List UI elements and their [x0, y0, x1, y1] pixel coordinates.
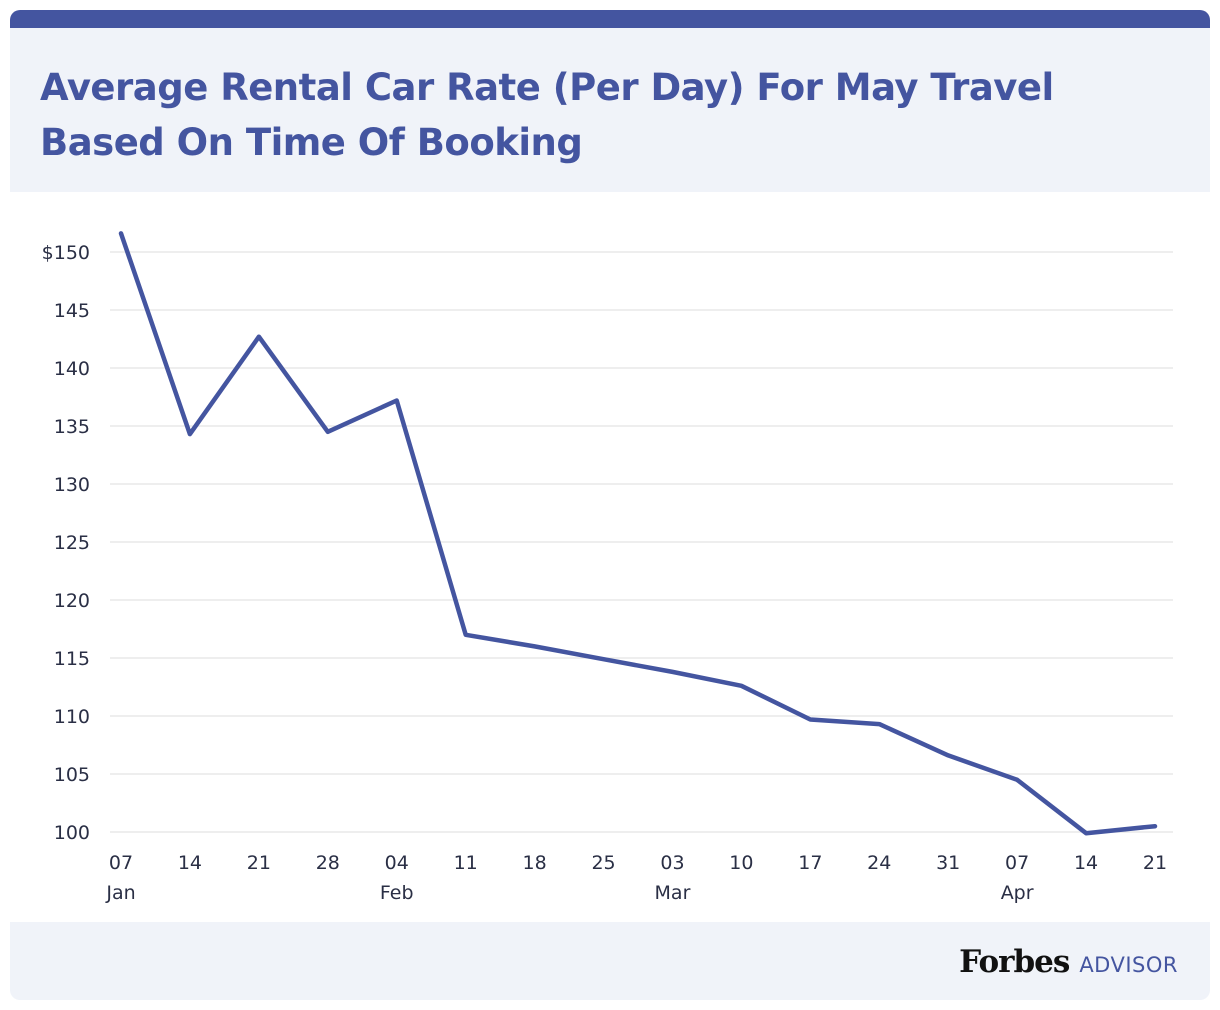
y-axis-ticks: 100 105 110 115 120 125 130 135 140 145 $150	[42, 242, 90, 844]
y-tick-label: 145	[54, 300, 90, 322]
x-tick-label: 25	[591, 852, 615, 874]
x-tick-label: 21	[1143, 852, 1167, 874]
y-tick-label: 135	[54, 416, 90, 438]
chart-footer: Forbes ADVISOR	[10, 922, 1210, 1000]
y-tick-label: 115	[54, 648, 90, 670]
x-month-label: Mar	[655, 882, 691, 904]
x-tick-label: 31	[936, 852, 960, 874]
x-month-label: Feb	[380, 882, 414, 904]
x-tick-label: 11	[454, 852, 478, 874]
y-tick-label: 140	[54, 358, 90, 380]
x-tick-label: 24	[867, 852, 891, 874]
brand-name: Forbes	[959, 944, 1070, 980]
x-tick-label: 04	[385, 852, 409, 874]
x-tick-label: 03	[660, 852, 684, 874]
x-tick-label: 07	[109, 852, 133, 874]
series-layer	[118, 231, 1158, 836]
x-tick-label: 10	[729, 852, 753, 874]
x-tick-label: 17	[798, 852, 822, 874]
series-line	[118, 231, 1158, 836]
x-tick-label: 18	[523, 852, 547, 874]
y-tick-label: $150	[42, 242, 90, 264]
chart-card: Average Rental Car Rate (Per Day) For Ma…	[10, 10, 1210, 1000]
plot-area: 100 105 110 115 120 125 130 135 140 145 $150 07 Jan…	[10, 192, 1210, 922]
x-month-label: Jan	[105, 882, 135, 904]
x-tick-label: 14	[178, 852, 202, 874]
chart-header: Average Rental Car Rate (Per Day) For Ma…	[10, 28, 1210, 192]
x-axis-ticks: 07 Jan 14 21 28 04 Feb 11 18 25 03 Mar 10 17 24 31 07 Apr…	[105, 852, 1167, 904]
y-tick-label: 110	[54, 706, 90, 728]
line-chart: 100 105 110 115 120 125 130 135 140 145 $150 07 Jan…	[42, 231, 1173, 904]
x-tick-label: 21	[247, 852, 271, 874]
x-tick-label: 07	[1005, 852, 1029, 874]
x-month-label: Apr	[1001, 882, 1034, 904]
brand-logo: Forbes ADVISOR	[959, 944, 1178, 980]
x-tick-label: 14	[1074, 852, 1098, 874]
y-tick-label: 120	[54, 590, 90, 612]
y-tick-label: 105	[54, 764, 90, 786]
brand-suffix: ADVISOR	[1079, 953, 1178, 977]
gridlines	[110, 251, 1173, 833]
chart-title: Average Rental Car Rate (Per Day) For Ma…	[40, 66, 1054, 164]
y-tick-label: 130	[54, 474, 90, 496]
x-tick-label: 28	[316, 852, 340, 874]
y-tick-label: 100	[54, 822, 90, 844]
y-tick-label: 125	[54, 532, 90, 554]
accent-bar	[10, 10, 1210, 28]
